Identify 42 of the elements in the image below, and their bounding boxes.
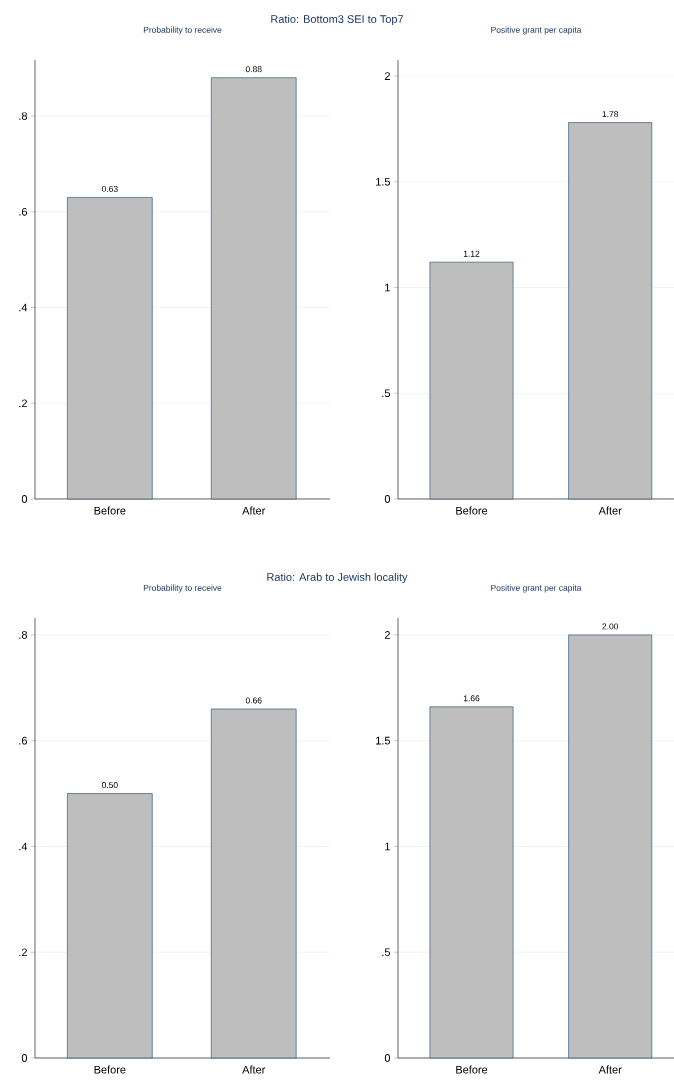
x-tick-label: After xyxy=(598,506,622,515)
y-tick-label: 1 xyxy=(385,842,390,851)
x-tick-label: Before xyxy=(94,506,126,515)
y-tick-label: 0 xyxy=(21,495,28,503)
y-tick-label: .8 xyxy=(19,112,27,120)
data-label: 2.00 xyxy=(602,623,619,630)
y-tick-label: .8 xyxy=(19,631,27,639)
data-label: 1.12 xyxy=(463,250,480,257)
y-tick-label: .6 xyxy=(19,207,27,216)
y-tick-label: 0 xyxy=(21,1054,28,1062)
y-tick-label: 2 xyxy=(384,72,390,80)
y-tick-label: .5 xyxy=(382,389,391,398)
x-tick-label: After xyxy=(242,1065,266,1074)
y-tick-label: .5 xyxy=(382,948,391,957)
y-tick-label: .2 xyxy=(19,948,27,957)
data-label: 0.66 xyxy=(245,697,262,704)
x-tick-label: Before xyxy=(456,506,488,515)
y-tick-label: 0 xyxy=(384,495,391,503)
x-tick-label: Before xyxy=(94,1065,126,1074)
y-tick-label: .2 xyxy=(19,399,27,408)
chart-title: Positive grant per capita xyxy=(491,26,582,35)
text: Ratio: Arab to Jewish locality xyxy=(267,572,408,584)
chart-title: Probability to receive xyxy=(143,26,222,35)
data-label: 0.50 xyxy=(101,782,118,789)
data-label: 1.78 xyxy=(602,111,619,118)
y-tick-label: 2 xyxy=(384,631,390,639)
y-tick-label: 1.5 xyxy=(376,736,391,745)
data-label: 0.88 xyxy=(245,66,262,73)
y-tick-label: .4 xyxy=(19,842,28,851)
text: Ratio: Bottom3 SEI to Top7 xyxy=(271,14,404,26)
y-tick-label: 1.5 xyxy=(376,177,391,186)
chart-title: Positive grant per capita xyxy=(491,584,582,593)
y-tick-label: .6 xyxy=(19,736,27,745)
y-tick-label: .4 xyxy=(19,303,28,312)
data-label: 0.63 xyxy=(101,185,118,192)
x-tick-label: After xyxy=(598,1065,622,1074)
chart-title: Probability to receive xyxy=(143,584,222,593)
data-label: 1.66 xyxy=(463,695,480,702)
x-tick-label: After xyxy=(242,506,266,515)
y-tick-label: 0 xyxy=(384,1054,391,1062)
y-tick-label: 1 xyxy=(385,283,390,292)
x-tick-label: Before xyxy=(456,1065,488,1074)
